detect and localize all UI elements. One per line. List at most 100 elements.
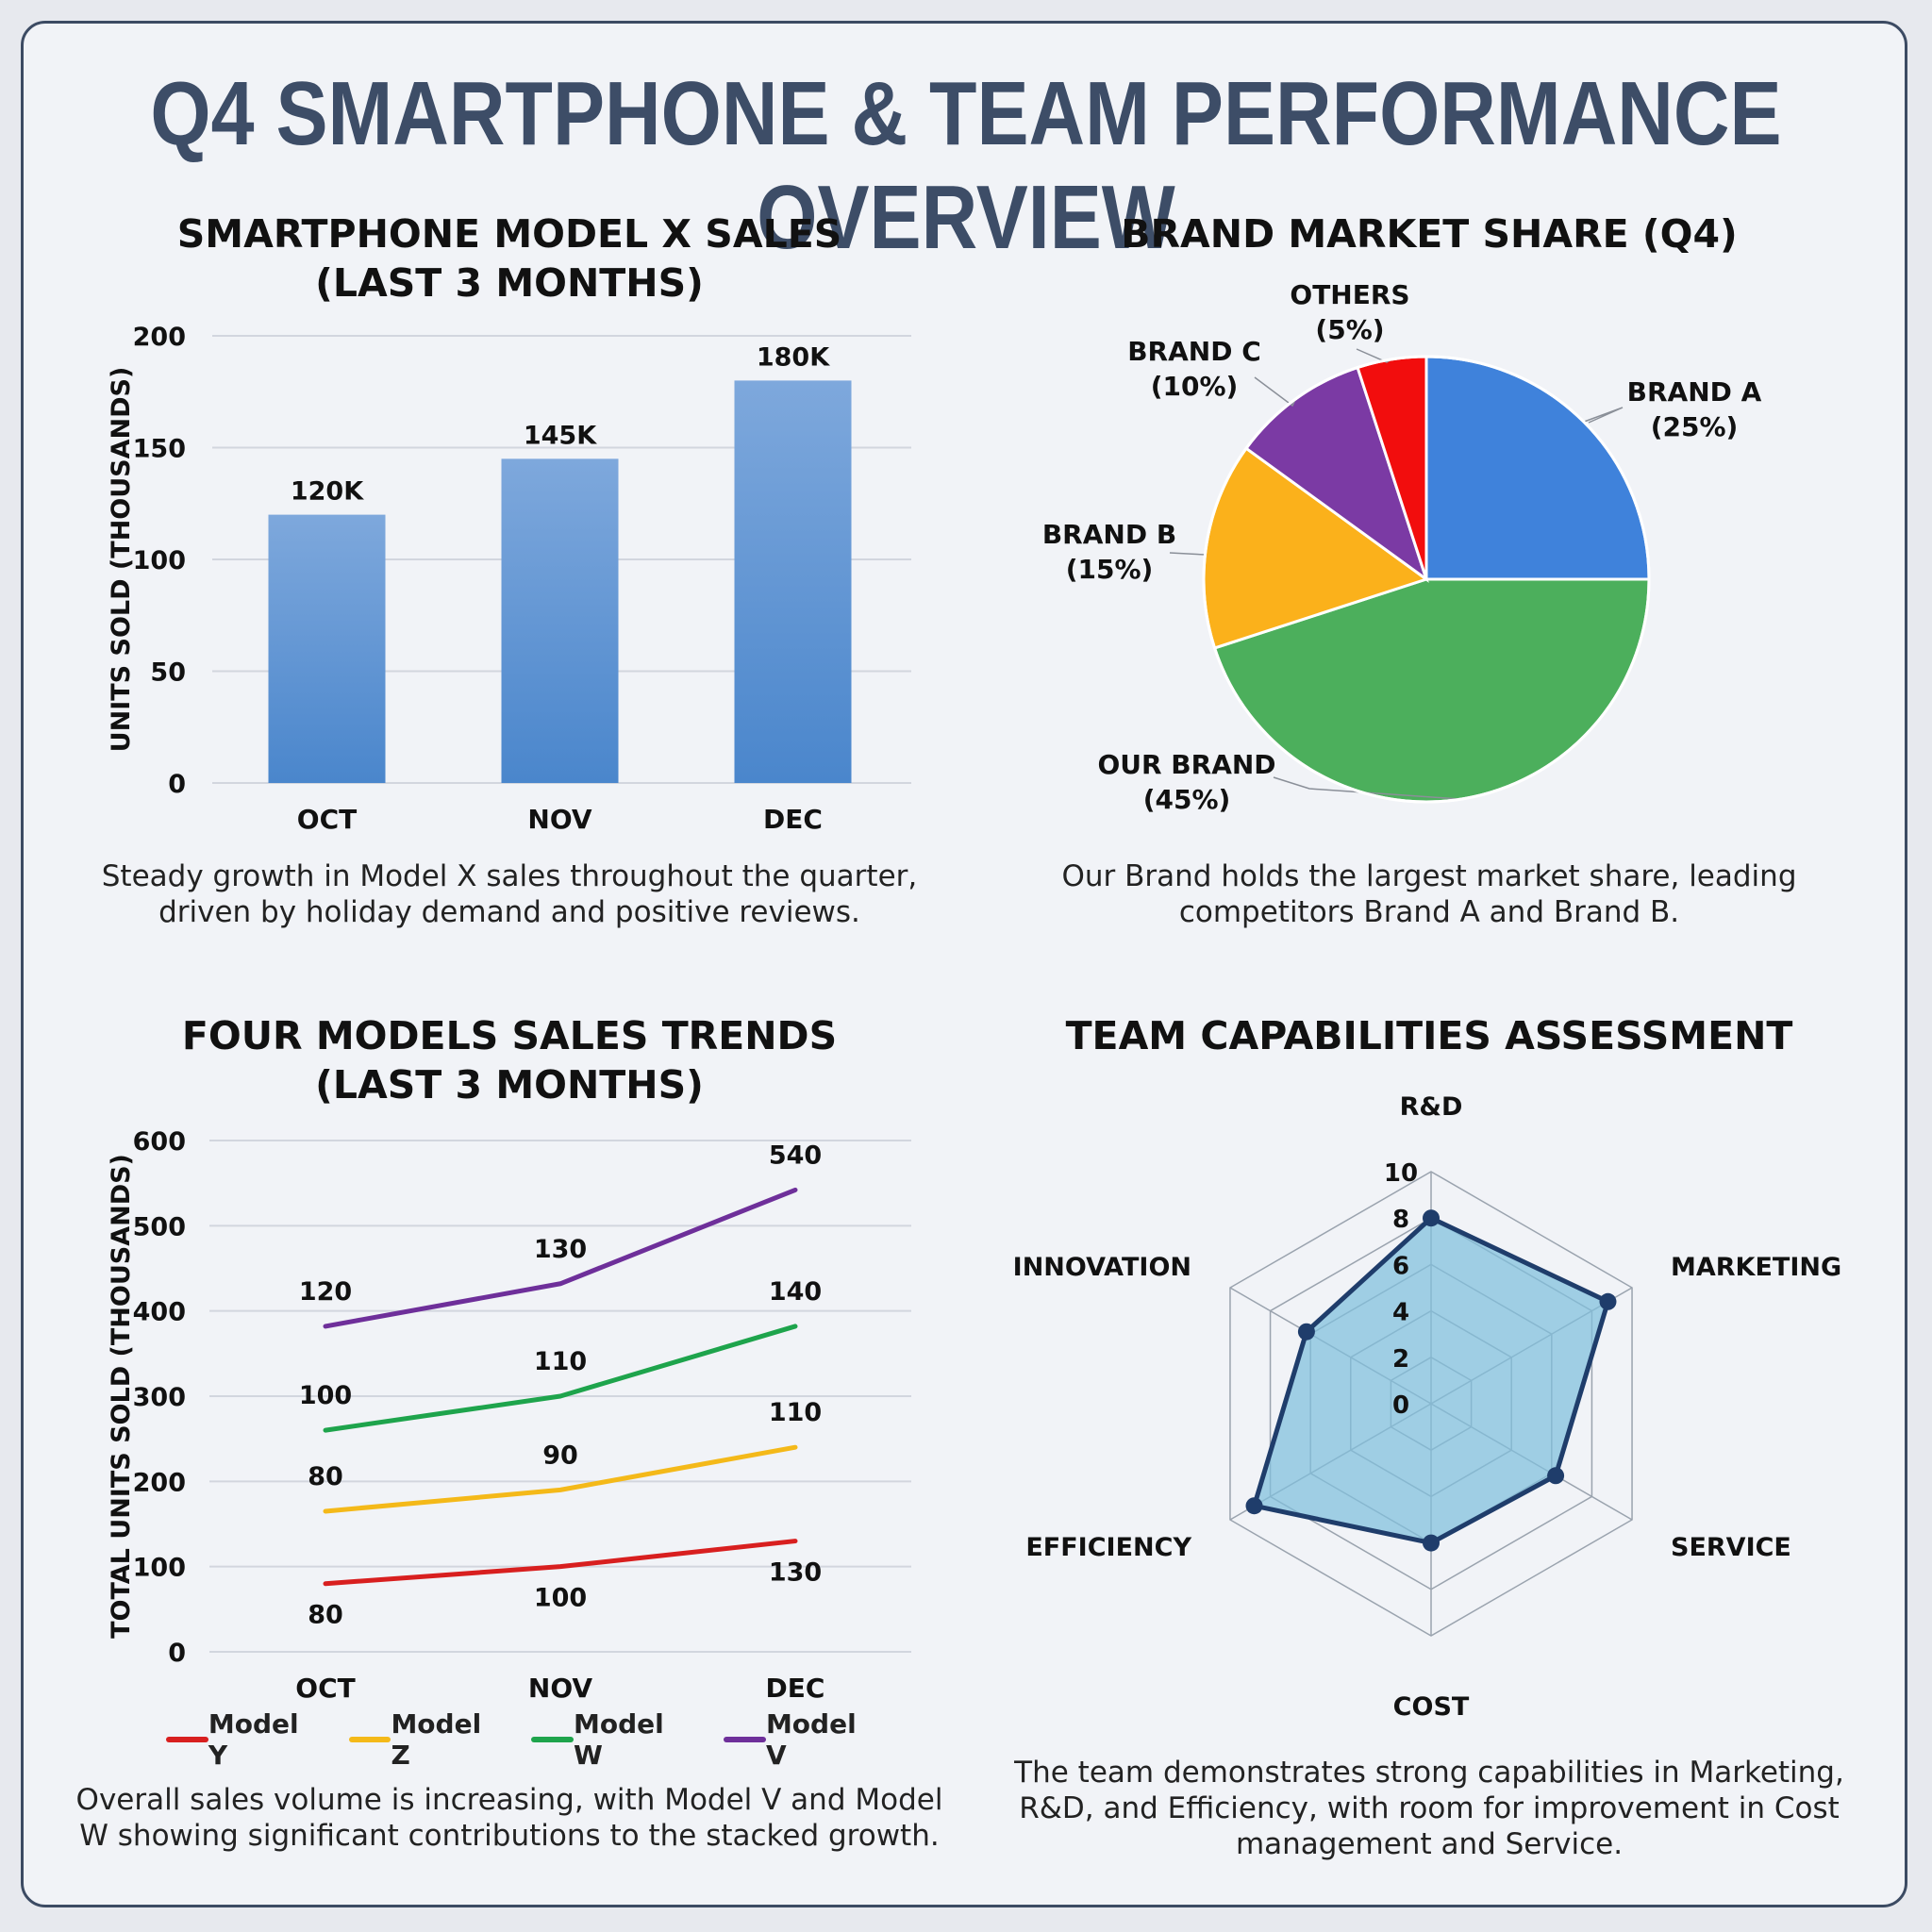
- pie-slice-percent: (10%): [1151, 371, 1239, 402]
- line-data-label: 100: [534, 1584, 587, 1613]
- caption-line: management and Service.: [1235, 1827, 1624, 1861]
- pie-slice-label: BRAND B: [1042, 519, 1176, 550]
- pie-slice-percent: (15%): [1066, 554, 1154, 585]
- radar-tick-label: 8: [1392, 1206, 1409, 1234]
- pie-leader-line: [1254, 376, 1296, 408]
- pie-slice-percent: (5%): [1315, 314, 1384, 345]
- caption-line: competitors Brand A and Brand B.: [1178, 895, 1680, 929]
- legend-item: Model W: [531, 1708, 699, 1771]
- bar-data-label: 145K: [524, 421, 597, 450]
- radar-axis-label: EFFICIENCY: [1025, 1533, 1191, 1562]
- line-data-label: 130: [534, 1235, 587, 1264]
- line-data-label: 110: [534, 1347, 587, 1376]
- share-chart-title: BRAND MARKET SHARE (Q4): [1038, 209, 1821, 258]
- pie-slice-label: OUR BRAND: [1097, 749, 1275, 780]
- line-series-model-v: [323, 1187, 798, 1329]
- caption-line: Our Brand holds the largest market share…: [1061, 859, 1797, 893]
- bar: [268, 514, 386, 783]
- line-x-tick-label: NOV: [528, 1673, 592, 1704]
- bar-y-tick-label: 0: [168, 770, 186, 799]
- legend-label: Model W: [574, 1708, 664, 1771]
- radar-axis-label: R&D: [1400, 1092, 1463, 1122]
- line-series-model-w: [323, 1324, 798, 1433]
- line-series-model-z: [323, 1444, 798, 1514]
- legend-item: Model Z: [348, 1708, 508, 1771]
- bar-x-tick-label: OCT: [297, 804, 357, 835]
- radar-tick-label: 10: [1384, 1159, 1418, 1188]
- caption-line: The team demonstrates strong capabilitie…: [1014, 1756, 1844, 1790]
- radar-data-point: [1297, 1323, 1315, 1341]
- bar-x-tick-label: NOV: [527, 804, 591, 835]
- pie-leader-line: [1273, 776, 1461, 800]
- radar-data-point: [1423, 1534, 1440, 1552]
- sales-title-line: SMARTPHONE MODEL X SALES: [176, 211, 842, 257]
- radar-data-area: [1252, 1215, 1610, 1546]
- caption-line: driven by holiday demand and positive re…: [158, 895, 860, 929]
- sales-caption: Steady growth in Model X sales throughou…: [75, 858, 943, 930]
- pie-slice-percent: (45%): [1143, 784, 1231, 815]
- legend-label: Model Y: [208, 1708, 299, 1771]
- radar-tick-label: 0: [1392, 1391, 1409, 1420]
- bar: [501, 458, 619, 783]
- radar-data-point: [1245, 1497, 1263, 1515]
- bar: [734, 380, 852, 783]
- line-data-label: 540: [769, 1141, 822, 1170]
- line-data-label: 80: [308, 1601, 343, 1630]
- team-caption: The team demonstrates strong capabilitie…: [1009, 1755, 1849, 1862]
- radar-axis-label: COST: [1393, 1692, 1470, 1722]
- line-data-label: 120: [299, 1277, 352, 1307]
- line-data-label: 80: [308, 1462, 343, 1491]
- sales-title-line: (LAST 3 MONTHS): [315, 260, 704, 306]
- line-y-axis-label: TOTAL UNITS SOLD (THOUSANDS): [107, 1154, 136, 1639]
- share-title-line: BRAND MARKET SHARE (Q4): [1121, 211, 1738, 257]
- page-title: Q4 SMARTPHONE & TEAM PERFORMANCE OVERVIE…: [150, 63, 1782, 268]
- bar-data-label: 180K: [757, 342, 830, 372]
- legend-swatch: [531, 1737, 575, 1742]
- team-title-line: TEAM CAPABILITIES ASSESSMENT: [1065, 1013, 1793, 1058]
- line-x-tick-label: DEC: [766, 1673, 825, 1704]
- bar-y-axis-label: UNITS SOLD (THOUSANDS): [107, 367, 136, 753]
- line-data-label: 110: [769, 1398, 822, 1427]
- caption-line: W showing significant contributions to t…: [79, 1819, 940, 1853]
- pie-leader-line: [1583, 407, 1624, 424]
- caption-line: Overall sales volume is increasing, with…: [75, 1783, 943, 1817]
- legend-swatch: [724, 1737, 766, 1742]
- trends-title-line: FOUR MODELS SALES TRENDS: [181, 1013, 838, 1058]
- caption-line: Steady growth in Model X sales throughou…: [101, 859, 918, 893]
- pie-slice-label: BRAND A: [1627, 376, 1762, 408]
- line-series-model-y: [323, 1539, 798, 1587]
- line-y-tick-label: 300: [133, 1383, 186, 1412]
- trends-caption: Overall sales volume is increasing, with…: [57, 1782, 962, 1854]
- radar-axis-label: INNOVATION: [1013, 1253, 1191, 1282]
- pie-outline: [1202, 355, 1651, 804]
- trends-chart-title: FOUR MODELS SALES TRENDS (LAST 3 MONTHS): [123, 1011, 896, 1109]
- sales-chart-title: SMARTPHONE MODEL X SALES (LAST 3 MONTHS): [123, 209, 896, 308]
- legend-label: Model V: [765, 1708, 857, 1771]
- radar-tick-label: 2: [1392, 1345, 1409, 1374]
- bar-y-tick-label: 100: [133, 546, 186, 575]
- line-x-tick-label: OCT: [295, 1673, 355, 1704]
- line-y-tick-label: 500: [133, 1212, 186, 1241]
- trends-legend: Model Y Model Z Model W Model V: [166, 1708, 883, 1771]
- legend-swatch: [348, 1737, 391, 1742]
- bar-y-tick-label: 200: [133, 323, 186, 352]
- line-y-tick-label: 0: [168, 1639, 186, 1668]
- radar-data-point: [1599, 1292, 1617, 1310]
- line-y-tick-label: 600: [133, 1127, 186, 1157]
- legend-label: Model Z: [391, 1708, 482, 1771]
- radar-tick-label: 6: [1392, 1252, 1409, 1280]
- pie-slice-label: OTHERS: [1290, 279, 1409, 310]
- pie-slice-label: BRAND C: [1127, 336, 1261, 367]
- share-caption: Our Brand holds the largest market share…: [1019, 858, 1840, 930]
- line-data-label: 140: [769, 1277, 822, 1307]
- bar-x-tick-label: DEC: [763, 804, 823, 835]
- radar-data-point: [1423, 1209, 1440, 1227]
- line-data-label: 90: [542, 1441, 578, 1470]
- bar-y-tick-label: 150: [133, 435, 186, 464]
- team-chart-title: TEAM CAPABILITIES ASSESSMENT: [1038, 1011, 1821, 1060]
- line-y-tick-label: 400: [133, 1298, 186, 1327]
- legend-item: Model Y: [166, 1708, 325, 1771]
- legend-swatch: [166, 1737, 208, 1742]
- line-y-tick-label: 100: [133, 1554, 186, 1583]
